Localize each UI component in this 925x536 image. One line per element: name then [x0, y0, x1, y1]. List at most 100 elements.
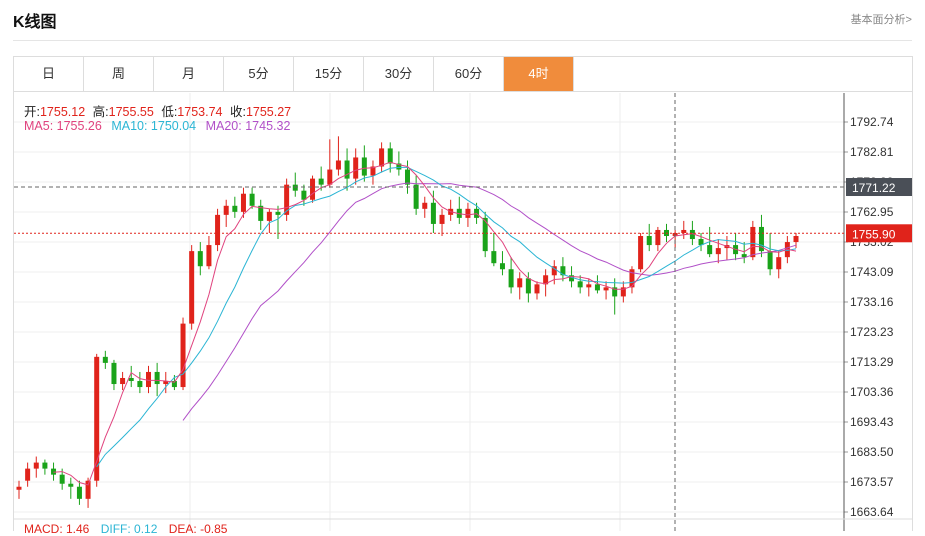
page-title: K线图: [13, 14, 57, 31]
low-value: 1753.74: [177, 105, 223, 119]
candle-body: [301, 190, 307, 200]
candle-body: [284, 184, 290, 215]
close-value: 1755.27: [245, 105, 292, 119]
candle-body: [655, 229, 661, 246]
candle-body: [543, 275, 549, 285]
tab-60min[interactable]: 60分: [434, 57, 504, 91]
tab-4hour[interactable]: 4时: [504, 57, 574, 91]
kline-chart-area[interactable]: [13, 92, 913, 531]
candle-body: [223, 205, 229, 215]
ma20-line: [182, 182, 797, 421]
candle-body: [275, 211, 281, 215]
candle-body: [33, 462, 39, 469]
candle-body: [59, 474, 65, 484]
candle-body: [361, 157, 367, 176]
candle-body: [197, 251, 203, 267]
candle-body: [76, 486, 82, 499]
candle-body: [370, 166, 376, 176]
tab-30min[interactable]: 30分: [364, 57, 434, 91]
high-value: 1755.55: [108, 105, 154, 119]
candle-body: [396, 163, 402, 170]
candle-body: [569, 275, 575, 282]
y-tick-label: 1683.50: [850, 445, 894, 459]
tab-5min[interactable]: 5分: [224, 57, 294, 91]
candle-body: [16, 486, 22, 490]
candle-body: [422, 202, 428, 209]
candle-body: [163, 381, 169, 385]
candle-body: [413, 184, 419, 209]
macd-legend: MACD: 1.46 DIFF: 0.12 DEA: -0.85: [24, 522, 227, 536]
candle-body: [560, 266, 566, 276]
candle-body: [586, 284, 592, 288]
y-tick-label: 1713.29: [850, 355, 894, 369]
low-label: 低:: [161, 105, 178, 119]
candle-body: [51, 468, 57, 475]
candle-body: [793, 236, 799, 243]
candle-body: [534, 284, 540, 294]
dea-value: DEA: -0.85: [168, 522, 228, 536]
tab-day[interactable]: 日: [14, 57, 84, 91]
candle-body: [240, 193, 246, 212]
current-price-tag: [846, 224, 912, 243]
candle-body: [525, 278, 531, 294]
candle-body: [715, 248, 721, 255]
ma5-value: MA5: 1755.26: [24, 119, 102, 133]
candle-body: [154, 371, 160, 385]
candle-body: [689, 229, 695, 240]
y-tick-label: 1792.74: [850, 115, 894, 129]
ma10-line: [96, 166, 797, 468]
candle-body: [439, 214, 445, 224]
candle-body: [258, 205, 264, 221]
candle-body: [120, 377, 126, 385]
candle-body: [465, 208, 471, 218]
y-tick-label: 1673.57: [850, 475, 894, 489]
candle-body: [508, 269, 514, 288]
y-tick-label: 1693.43: [850, 415, 894, 429]
candle-body: [482, 217, 488, 252]
ohlc-readout: 开:1755.12 高:1755.55 低:1753.74 收:1755.27: [24, 101, 295, 120]
y-tick-label: 1733.16: [850, 295, 894, 309]
candle-body: [577, 281, 583, 288]
candle-body: [180, 323, 186, 388]
candle-body: [310, 178, 316, 200]
candle-body: [68, 483, 74, 487]
candle-body: [707, 245, 713, 255]
candle-body: [232, 205, 238, 212]
candle-body: [603, 287, 609, 291]
tab-week[interactable]: 周: [84, 57, 154, 91]
candle-body: [215, 214, 221, 246]
candle-body: [189, 251, 195, 324]
candle-body: [128, 377, 134, 382]
fundamental-analysis-link[interactable]: 基本面分析>: [850, 14, 912, 26]
candle-body: [335, 160, 341, 170]
candle-body: [318, 178, 324, 185]
candle-body: [741, 254, 747, 258]
tab-15min[interactable]: 15分: [294, 57, 364, 91]
ma-legend: MA5: 1755.26 MA10: 1750.04 MA20: 1745.32: [24, 119, 296, 133]
candle-body: [111, 362, 117, 385]
open-value: 1755.12: [39, 105, 86, 119]
candle-body: [146, 371, 151, 388]
candle-body: [249, 193, 255, 206]
high-label: 高:: [92, 105, 109, 119]
candle-body: [42, 462, 48, 469]
candle-body: [353, 157, 359, 179]
y-tick-label: 1723.23: [850, 325, 894, 339]
open-label: 开:: [24, 105, 40, 119]
candle-body: [612, 287, 618, 297]
y-tick-label: 1663.64: [850, 505, 894, 519]
candle-body: [137, 381, 143, 388]
candle-body: [344, 160, 350, 179]
period-tabs: 日 周 月 5分 15分 30分 60分 4时: [13, 56, 913, 92]
candle-body: [379, 148, 385, 167]
crosshair-price-label: 1771.22: [852, 181, 896, 195]
y-tick-label: 1703.36: [850, 385, 894, 399]
candle-body: [430, 202, 436, 224]
macd-value: MACD: 1.46: [24, 522, 90, 536]
candle-body: [266, 211, 272, 221]
diff-value: DIFF: 0.12: [100, 522, 158, 536]
tab-month[interactable]: 月: [154, 57, 224, 91]
close-label: 收:: [229, 105, 246, 119]
candle-body: [638, 236, 644, 270]
